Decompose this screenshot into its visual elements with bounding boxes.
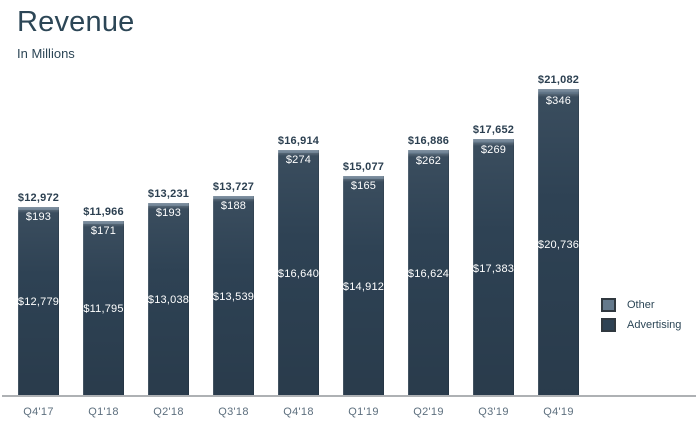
other-value-label: $165 <box>350 179 377 192</box>
other-value-label: $193 <box>155 206 182 219</box>
stacked-bar: $346 $20,736 <box>538 89 579 395</box>
advertising-value-label: $13,539 <box>212 290 255 303</box>
stacked-bar: $269 $17,383 <box>472 138 515 396</box>
other-segment <box>148 202 189 206</box>
stacked-bar: $165 $14,912 <box>342 176 385 396</box>
x-axis-label: Q4'17 <box>23 406 54 418</box>
other-segment <box>18 206 59 210</box>
other-value-label: $346 <box>545 95 572 108</box>
other-segment <box>473 138 514 143</box>
other-segment <box>83 221 124 224</box>
other-segment <box>278 149 319 154</box>
stacked-bar: $171 $11,795 <box>83 221 124 396</box>
legend: Other Advertising <box>601 297 681 337</box>
stacked-bar: $193 $13,038 <box>147 202 190 396</box>
bar-group-q319: $17,652 $269 $17,383 Q3'19 <box>472 123 515 418</box>
other-segment <box>343 176 384 179</box>
stacked-bar: $274 $16,640 <box>278 149 319 395</box>
bar-group-q219: $16,886 $262 $16,624 Q2'19 <box>407 134 450 418</box>
legend-label: Advertising <box>627 319 682 331</box>
legend-label: Other <box>627 299 655 311</box>
other-segment <box>538 89 579 95</box>
total-value-label: $12,972 <box>17 191 60 204</box>
total-value-label: $17,652 <box>472 123 515 136</box>
other-value-label: $269 <box>480 143 507 156</box>
advertising-value-label: $16,640 <box>277 268 320 281</box>
other-value-label: $274 <box>285 154 312 167</box>
x-axis-label: Q4'18 <box>283 406 314 418</box>
legend-swatch <box>601 318 616 332</box>
x-axis-label: Q4'19 <box>543 406 574 418</box>
advertising-segment: $171 $11,795 <box>83 223 124 396</box>
other-value-label: $171 <box>90 224 117 237</box>
x-axis-label: Q3'19 <box>478 406 509 418</box>
bar-group-q218: $13,231 $193 $13,038 Q2'18 <box>147 187 190 418</box>
other-segment <box>213 195 254 199</box>
x-axis-line <box>2 395 696 397</box>
legend-item-advertising: Advertising <box>601 317 681 333</box>
advertising-value-label: $14,912 <box>342 280 385 293</box>
advertising-value-label: $13,038 <box>147 294 190 307</box>
bar-group-q419: $21,082 $346 $20,736 Q4'19 <box>537 74 580 418</box>
advertising-value-label: $12,779 <box>17 296 60 309</box>
total-value-label: $21,082 <box>537 74 580 87</box>
x-axis-label: Q2'19 <box>413 406 444 418</box>
x-axis-label: Q2'18 <box>153 406 184 418</box>
chart-title: Revenue <box>17 6 135 38</box>
bar-group-q119: $15,077 $165 $14,912 Q1'19 <box>342 161 385 418</box>
stacked-bar: $188 $13,539 <box>212 195 255 395</box>
x-axis-label: Q1'19 <box>348 406 379 418</box>
advertising-segment: $262 $16,624 <box>407 153 450 396</box>
other-value-label: $193 <box>25 210 52 223</box>
other-value-label: $188 <box>220 199 247 212</box>
legend-item-other: Other <box>601 297 681 313</box>
total-value-label: $13,727 <box>212 180 255 193</box>
x-axis-label: Q1'18 <box>88 406 119 418</box>
advertising-segment: $188 $13,539 <box>212 198 255 395</box>
stacked-bar: $193 $12,779 <box>17 206 60 396</box>
bar-group-q318: $13,727 $188 $13,539 Q3'18 <box>212 180 255 418</box>
total-value-label: $15,077 <box>342 161 385 174</box>
advertising-segment: $269 $17,383 <box>472 142 515 396</box>
total-value-label: $13,231 <box>147 187 190 200</box>
x-axis-label: Q3'18 <box>218 406 249 418</box>
advertising-segment: $274 $16,640 <box>278 153 319 395</box>
stacked-bar: $262 $16,624 <box>407 149 450 396</box>
chart-subtitle: In Millions <box>17 46 75 61</box>
other-segment <box>408 149 449 154</box>
advertising-segment: $165 $14,912 <box>342 178 385 396</box>
advertising-segment: $193 $12,779 <box>17 209 60 396</box>
legend-swatch <box>601 298 616 312</box>
bar-group-q118: $11,966 $171 $11,795 Q1'18 <box>83 206 124 418</box>
other-value-label: $262 <box>415 154 442 167</box>
chart-header: Revenue In Millions <box>17 6 135 61</box>
advertising-value-label: $11,795 <box>83 303 124 316</box>
total-value-label: $16,914 <box>277 134 320 147</box>
advertising-segment: $193 $13,038 <box>147 205 190 396</box>
advertising-segment: $346 $20,736 <box>538 94 579 395</box>
advertising-value-label: $20,736 <box>537 238 580 251</box>
advertising-value-label: $16,624 <box>407 268 450 281</box>
bar-group-q417: $12,972 $193 $12,779 Q4'17 <box>17 191 60 418</box>
total-value-label: $16,886 <box>407 134 450 147</box>
total-value-label: $11,966 <box>83 206 124 219</box>
advertising-value-label: $17,383 <box>472 262 515 275</box>
bar-group-q418: $16,914 $274 $16,640 Q4'18 <box>277 134 320 418</box>
